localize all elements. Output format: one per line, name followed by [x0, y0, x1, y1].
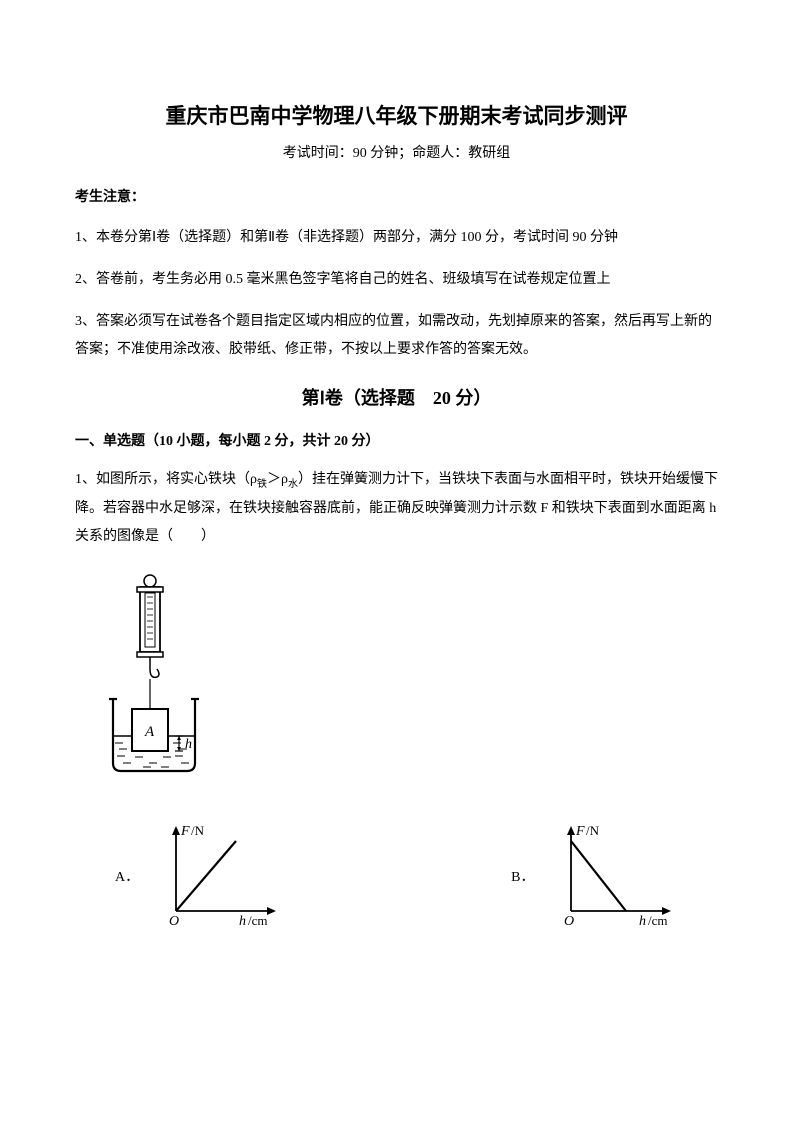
subsection-heading: 一、单选题（10 小题，每小题 2 分，共计 20 分）	[75, 430, 718, 450]
svg-text:/cm: /cm	[248, 913, 268, 928]
svg-text:h: h	[639, 914, 646, 929]
svg-text:/cm: /cm	[648, 913, 668, 928]
document-title: 重庆市巴南中学物理八年级下册期末考试同步测评	[75, 100, 718, 130]
notice-item-3: 3、答案必须写在试卷各个题目指定区域内相应的位置，如需改动，先划掉原来的答案，然…	[75, 308, 718, 364]
question-prefix: 1、如图所示，将实心铁块（ρ	[75, 472, 257, 487]
svg-text:O: O	[169, 914, 179, 929]
chart-option-a: F /N O h /cm	[151, 821, 291, 931]
options-row: A． F /N O h /cm B．	[115, 821, 718, 931]
svg-text:h: h	[239, 914, 246, 929]
document-subtitle: 考试时间：90 分钟；命题人：教研组	[75, 142, 718, 162]
notice-item-1: 1、本卷分第Ⅰ卷（选择题）和第Ⅱ卷（非选择题）两部分，满分 100 分，考试时间…	[75, 224, 718, 252]
diagram-h-label: h	[185, 737, 192, 752]
question-sub2: 水	[288, 479, 298, 490]
question-1-text: 1、如图所示，将实心铁块（ρ铁＞ρ水）挂在弹簧测力计下，当铁块下表面与水面相平时…	[75, 466, 718, 551]
option-b-label: B．	[511, 866, 534, 886]
chart-option-b: F /N O h /cm	[546, 821, 686, 931]
section-heading: 第Ⅰ卷（选择题 20 分）	[75, 384, 718, 410]
svg-text:/N: /N	[191, 823, 205, 838]
question-sub1: 铁	[257, 479, 267, 490]
notice-item-2: 2、答卷前，考生务必用 0.5 毫米黑色签字笔将自己的姓名、班级填写在试卷规定位…	[75, 266, 718, 294]
option-a-label: A．	[115, 866, 139, 886]
option-b: B． F /N O h /cm	[511, 821, 686, 931]
diagram-block-label: A	[144, 724, 155, 740]
option-a: A． F /N O h /cm	[115, 821, 291, 931]
svg-text:O: O	[564, 914, 574, 929]
question-gt: ＞ρ	[267, 472, 288, 487]
notice-heading: 考生注意：	[75, 186, 718, 206]
svg-text:/N: /N	[586, 823, 600, 838]
svg-text:F: F	[575, 824, 585, 839]
spring-diagram: A h	[105, 571, 718, 791]
svg-text:F: F	[180, 824, 190, 839]
